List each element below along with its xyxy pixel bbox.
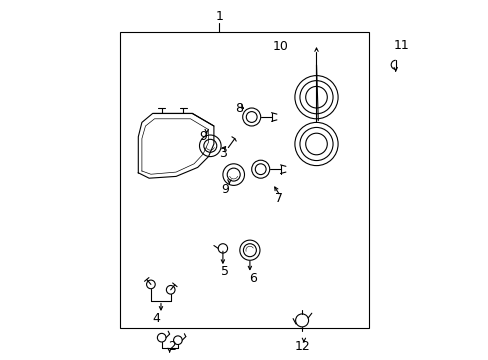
Text: 10: 10 (272, 40, 288, 53)
Text: 4: 4 (152, 312, 160, 325)
Text: 3: 3 (219, 147, 226, 159)
Text: 5: 5 (220, 265, 228, 278)
Text: 9: 9 (199, 130, 206, 143)
Text: 1: 1 (215, 10, 223, 23)
Text: 9: 9 (220, 183, 228, 195)
Text: 6: 6 (249, 273, 257, 285)
Text: 7: 7 (274, 192, 282, 204)
Bar (120, 32, 368, 328)
Text: 8: 8 (235, 102, 243, 114)
Text: 11: 11 (392, 39, 408, 51)
Text: 12: 12 (294, 340, 309, 353)
Text: 2: 2 (168, 340, 176, 353)
